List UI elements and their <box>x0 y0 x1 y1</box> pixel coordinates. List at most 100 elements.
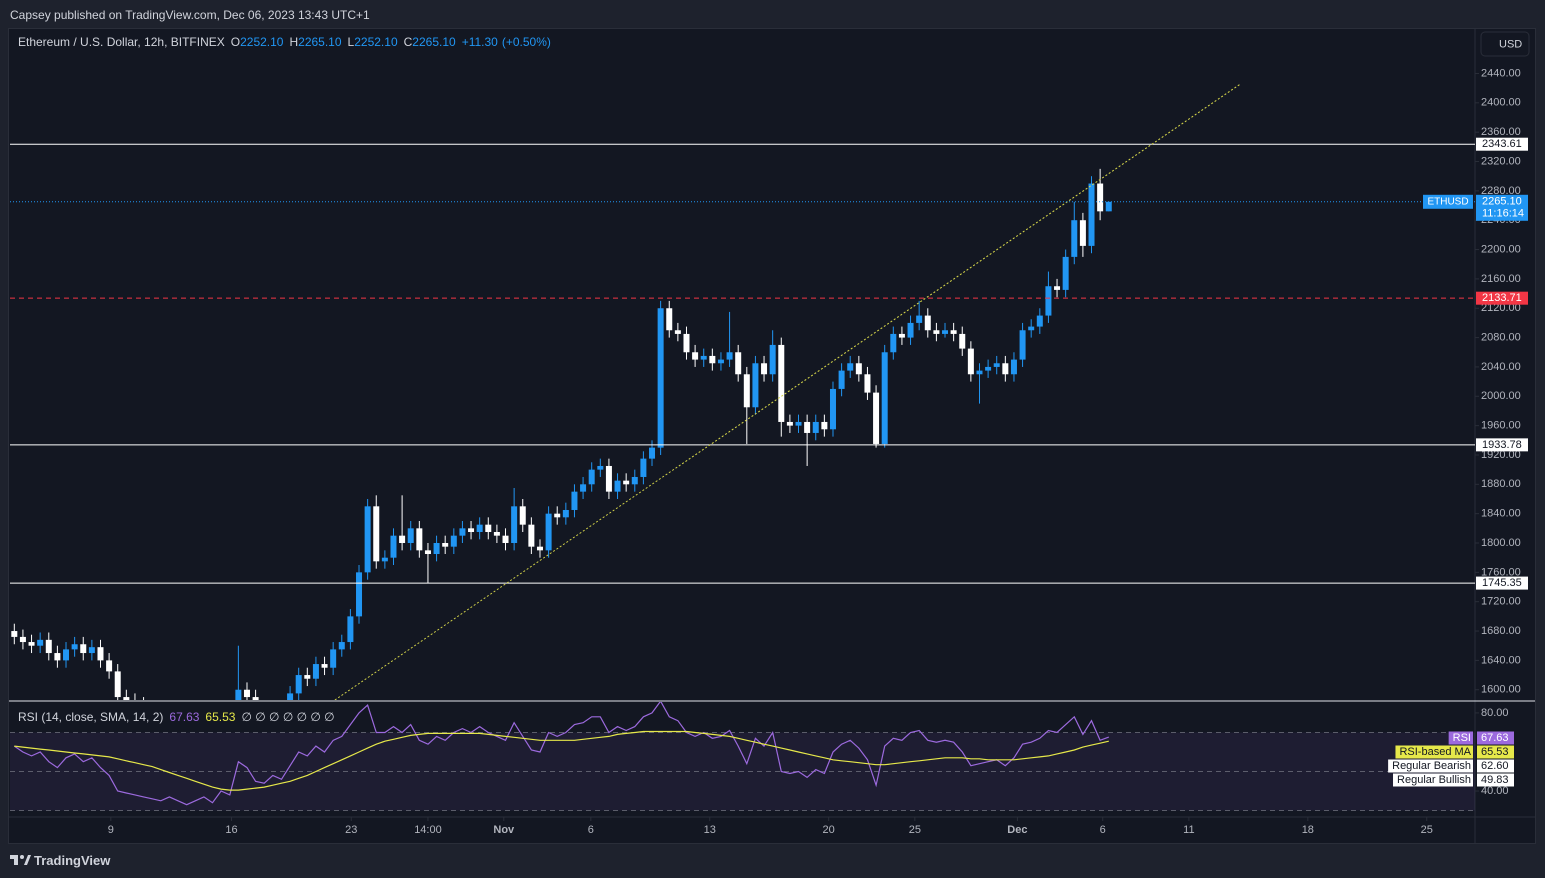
candle-body <box>829 388 836 430</box>
candle-body <box>304 675 311 679</box>
symbol-tag-bg <box>1423 194 1473 209</box>
candle-body <box>381 557 388 562</box>
rsi-tag-name: RSI <box>1453 732 1471 744</box>
last-price-tag-bg <box>1476 194 1528 221</box>
candle-body <box>450 535 457 547</box>
rsi-title: RSI (14, close, SMA, 14, 2) <box>18 710 164 724</box>
rsi-tag-name-bg <box>1448 731 1473 745</box>
rsi-tag: Regular Bullish 49.83 <box>1393 773 1514 787</box>
rsi-legend: RSI (14, close, SMA, 14, 2) 67.63 65.53 ∅… <box>18 710 335 724</box>
candle-body <box>416 528 423 551</box>
candle-body <box>390 535 397 558</box>
candle-body <box>761 363 768 375</box>
level-tag-bg <box>1476 137 1528 151</box>
candle-body <box>700 355 707 360</box>
candle-body <box>1019 330 1026 360</box>
candle-body <box>1071 220 1078 257</box>
rsi-tag: Regular Bearish 62.60 <box>1388 759 1514 773</box>
candle-body <box>424 550 431 555</box>
level-tag: 2343.61 <box>1482 138 1522 150</box>
rsi-y-tick-label: 80.00 <box>1481 707 1509 719</box>
x-tick-label: 20 <box>823 824 835 836</box>
x-tick-label: 18 <box>1302 824 1314 836</box>
candle-body <box>881 352 888 444</box>
y-tick-label: 1800.00 <box>1481 537 1521 549</box>
price-pane <box>10 84 1475 700</box>
x-tick-label: 25 <box>1421 824 1433 836</box>
rsi-tag-name: Regular Bearish <box>1392 760 1471 772</box>
candle-body <box>855 363 862 375</box>
x-tick-label: 6 <box>588 824 594 836</box>
level-tag-bg <box>1476 576 1528 590</box>
candle-body <box>588 469 595 485</box>
candle-body <box>442 543 449 547</box>
rsi-tag-value-bg <box>1477 759 1514 773</box>
y-tick-label: 1680.00 <box>1481 625 1521 637</box>
currency-label: USD <box>1499 38 1522 50</box>
candle-body <box>890 333 897 353</box>
ohlc-value: 2265.10 <box>298 35 342 49</box>
ohlc-value: 2252.10 <box>240 35 284 49</box>
candle-body <box>252 697 259 700</box>
candle-body <box>106 660 113 672</box>
candle-body <box>321 664 328 668</box>
candle-body <box>726 352 733 360</box>
y-tick-label: 2360.00 <box>1481 126 1521 138</box>
candle-body <box>873 392 880 444</box>
y-tick-label: 1720.00 <box>1481 596 1521 608</box>
candle-body <box>605 465 612 492</box>
x-tick-label: 25 <box>909 824 921 836</box>
candle-body <box>933 330 940 334</box>
candle-body <box>1028 326 1035 331</box>
rsi-y-tick-label: 40.00 <box>1481 785 1509 797</box>
rsi-placeholders: ∅ ∅ ∅ ∅ ∅ ∅ ∅ <box>241 710 335 724</box>
rsi-tag-value-bg <box>1477 731 1514 745</box>
candle-body <box>898 333 905 338</box>
y-tick-label: 2280.00 <box>1481 185 1521 197</box>
candle-body <box>967 348 974 375</box>
candle-body <box>19 636 26 643</box>
candle-body <box>519 506 526 525</box>
candle-body <box>88 647 95 654</box>
rsi-tag-name-bg <box>1388 759 1473 773</box>
candle-body <box>80 644 87 654</box>
y-tick-label: 2040.00 <box>1481 361 1521 373</box>
symbol-tag: ETHUSD <box>1427 196 1468 207</box>
level-tag: 1933.78 <box>1482 439 1522 451</box>
candle-body <box>614 480 621 492</box>
ohlc-name: O <box>230 35 241 49</box>
candle-body <box>554 513 561 518</box>
ohlc-item: H2265.10 <box>289 35 341 49</box>
rsi-tag-value-bg <box>1477 773 1514 787</box>
candle-body <box>1105 201 1112 212</box>
level-tag-bg <box>1476 438 1528 452</box>
candle-body <box>1010 359 1017 375</box>
candle-body <box>752 363 759 408</box>
candle-body <box>1079 220 1086 246</box>
published-line: Capsey published on TradingView.com, Dec… <box>10 8 370 22</box>
currency-button[interactable] <box>1480 31 1530 57</box>
rsi-tag-value-bg <box>1477 745 1514 759</box>
candle-body <box>631 476 638 485</box>
x-tick-label: 9 <box>108 824 114 836</box>
ohlc-value: 2252.10 <box>354 35 398 49</box>
candle-body <box>683 333 690 353</box>
candle-body <box>330 649 337 668</box>
x-tick-label: 11 <box>1183 824 1194 836</box>
candle-body <box>804 421 811 433</box>
x-tick-label: Dec <box>1007 824 1027 836</box>
y-tick-label: 1600.00 <box>1481 684 1521 696</box>
level-tag: 1745.35 <box>1482 577 1522 589</box>
rsi-tag-value: 65.53 <box>1481 746 1509 758</box>
candle-body <box>493 532 500 536</box>
candle-body <box>1054 286 1061 290</box>
candle-body <box>114 671 121 698</box>
candle-body <box>536 546 543 551</box>
price-legend: Ethereum / U.S. Dollar, 12h, BITFINEX O2… <box>18 35 551 49</box>
rsi-legend-values: 67.63 65.53 <box>169 710 235 724</box>
y-tick-label: 2320.00 <box>1481 155 1521 167</box>
y-tick-label: 2440.00 <box>1481 67 1521 79</box>
last-price-tag: 2265.10 <box>1482 196 1522 208</box>
